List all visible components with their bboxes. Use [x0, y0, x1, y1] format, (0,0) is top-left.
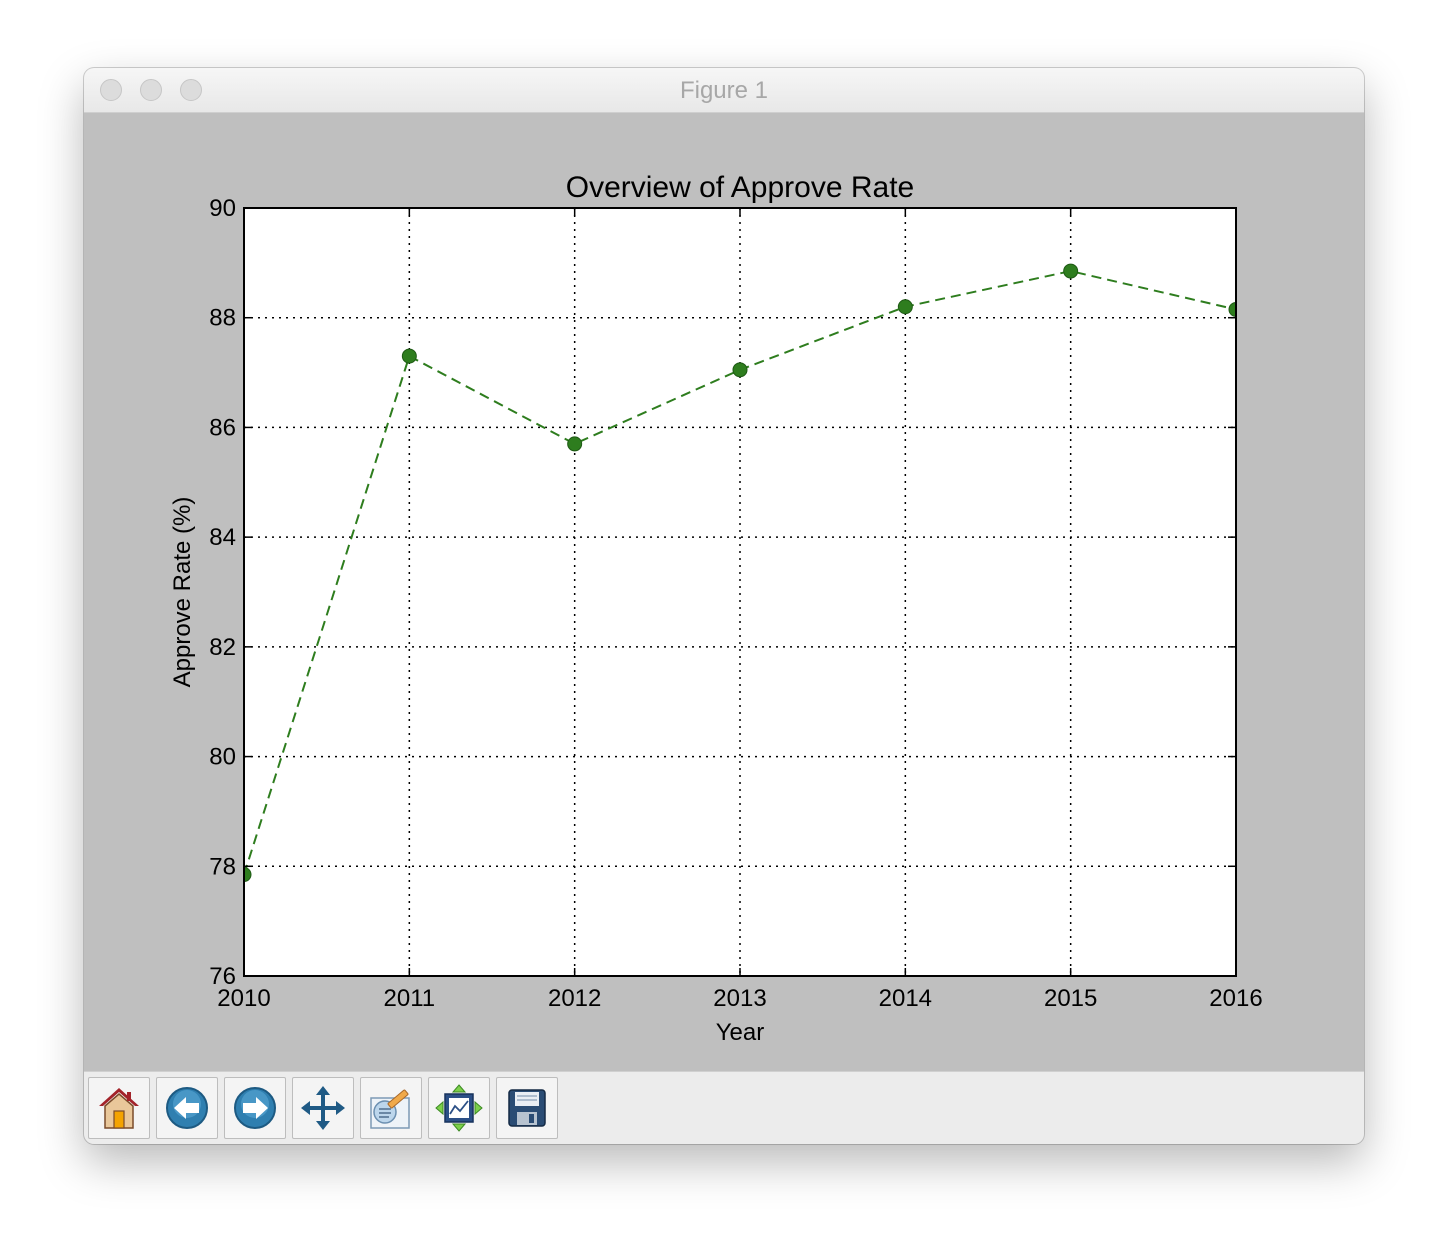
data-point: [1228, 301, 1236, 317]
x-tick-label: 2016: [1209, 985, 1262, 1012]
tick-labels: 2010 2011 2012 2013 2014 2015 2016 76 78 80 82 84 86…: [209, 195, 1262, 1012]
plot-area: 2010 2011 2012 2013 2014 2015 2016 76 78 80 82 84 86…: [84, 113, 1364, 1071]
home-button[interactable]: [88, 1077, 150, 1139]
subplots-icon: [435, 1084, 483, 1132]
move-icon: [301, 1086, 345, 1130]
minimize-window-button[interactable]: [140, 79, 162, 101]
x-tick-label: 2010: [217, 985, 270, 1012]
subplots-button[interactable]: [428, 1077, 490, 1139]
y-tick-label: 84: [209, 524, 236, 551]
back-button[interactable]: [156, 1077, 218, 1139]
y-tick-label: 90: [209, 195, 236, 222]
window-title: Figure 1: [679, 77, 769, 104]
y-axis-label: Approve Rate (%): [169, 497, 196, 688]
data-point: [1063, 263, 1079, 279]
y-tick-label: 76: [209, 963, 236, 990]
back-arrow-icon: [166, 1087, 208, 1129]
x-tick-label: 2011: [384, 985, 436, 1012]
data-point: [244, 867, 252, 883]
grid-lines: [244, 208, 1236, 976]
y-tick-label: 82: [209, 634, 236, 661]
y-tick-label: 80: [209, 744, 236, 771]
zoom-button[interactable]: [360, 1077, 422, 1139]
forward-arrow-icon: [234, 1087, 276, 1129]
chart-title: Overview of Approve Rate: [566, 171, 915, 204]
x-tick-label: 2013: [713, 985, 766, 1012]
close-window-button[interactable]: [100, 79, 122, 101]
zoom-rect-icon: [370, 1089, 410, 1129]
tick-marks: [243, 207, 1237, 977]
x-tick-label: 2014: [879, 985, 932, 1012]
data-point: [732, 362, 748, 378]
series-layer: [244, 263, 1236, 883]
y-tick-label: 86: [209, 414, 236, 441]
data-point: [567, 436, 583, 452]
navigation-toolbar: [84, 1071, 1364, 1144]
line-chart: 2010 2011 2012 2013 2014 2015 2016 76 78 80 82 84 86…: [169, 171, 1263, 1046]
forward-button[interactable]: [224, 1077, 286, 1139]
data-point: [401, 348, 417, 364]
home-icon: [99, 1088, 139, 1129]
y-tick-label: 78: [209, 853, 236, 880]
figure-window: Figure 1 2010 2011 2012 2013 2014 2015 2016 76 7…: [84, 68, 1364, 1144]
title-bar: Figure 1: [84, 68, 1364, 113]
pan-button[interactable]: [292, 1077, 354, 1139]
x-tick-label: 2015: [1044, 985, 1097, 1012]
data-point: [897, 299, 913, 315]
save-button[interactable]: [496, 1077, 558, 1139]
y-tick-label: 88: [209, 305, 236, 332]
x-tick-label: 2012: [548, 985, 601, 1012]
series-group: [244, 263, 1236, 883]
zoom-window-button[interactable]: [180, 79, 202, 101]
x-axis-label: Year: [716, 1019, 765, 1046]
floppy-disk-icon: [508, 1089, 546, 1127]
